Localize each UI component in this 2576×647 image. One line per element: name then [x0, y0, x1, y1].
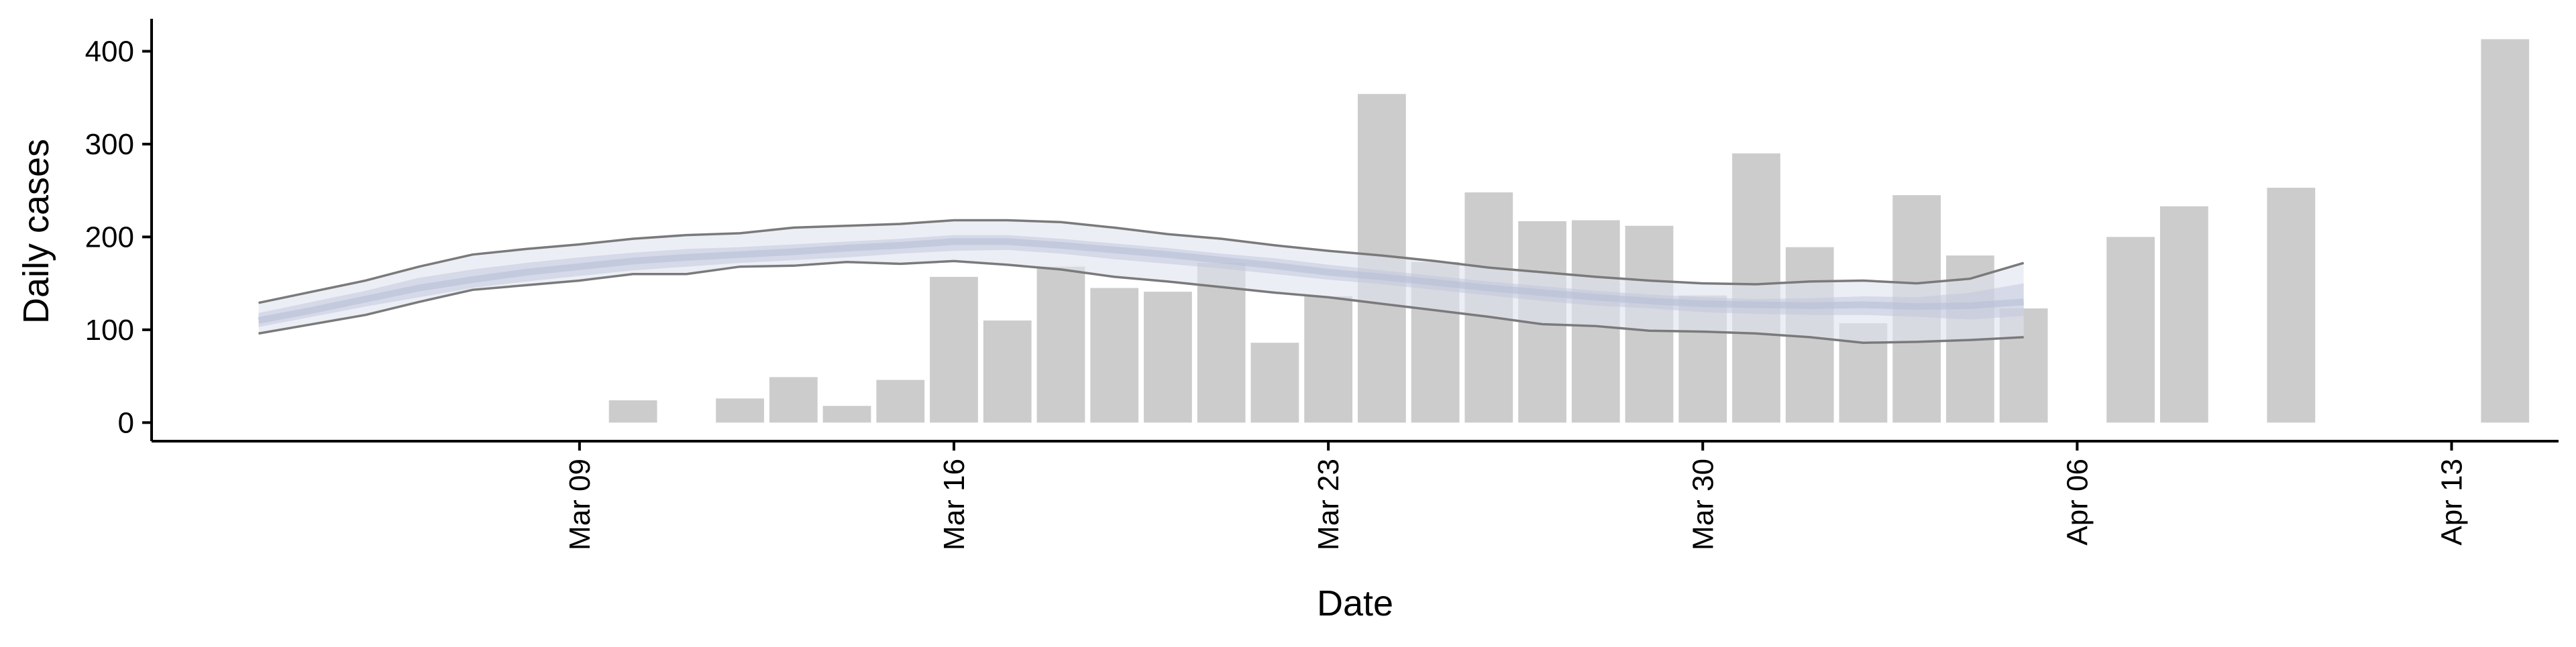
- bar-2020-03-15: [876, 379, 925, 423]
- bar-2020-04-08: [2159, 206, 2208, 423]
- estimate-bands-layer: [258, 220, 2025, 343]
- bar-2020-04-07: [2106, 237, 2155, 423]
- x-tick-label-2020-03-30: Mar 30: [1686, 459, 1719, 550]
- bar-2020-03-22: [1250, 343, 1299, 423]
- x-tick-label-2020-04-06: Apr 06: [2061, 459, 2094, 546]
- bar-2020-03-23: [1304, 296, 1353, 423]
- y-tick-label-300: 300: [85, 128, 134, 161]
- interval-lines-layer: [258, 219, 2025, 344]
- bar-2020-03-18: [1036, 266, 1085, 423]
- bar-2020-03-20: [1144, 292, 1192, 423]
- y-tick-label-0: 0: [118, 406, 134, 439]
- y-axis-title: Daily cases: [16, 139, 56, 324]
- bar-2020-04-10: [2267, 188, 2316, 423]
- axes-layer: 0 100 200 300 400 Mar 09 Mar 16 Mar 23 Mar 30 Apr…: [85, 19, 2559, 550]
- bar-2020-03-13: [769, 377, 818, 423]
- bar-2020-04-14: [2481, 39, 2530, 423]
- x-tick-label-2020-03-16: Mar 16: [938, 459, 971, 550]
- bar-2020-03-17: [983, 320, 1032, 423]
- bar-2020-03-16: [930, 276, 978, 423]
- x-tick-label-2020-04-13: Apr 13: [2436, 459, 2469, 546]
- lower-interval-line: [258, 259, 2024, 344]
- bar-2020-03-12: [716, 398, 764, 423]
- bar-2020-03-19: [1090, 288, 1139, 423]
- y-tick-label-200: 200: [85, 221, 134, 253]
- y-tick-label-400: 400: [85, 35, 134, 68]
- bar-2020-03-14: [822, 406, 871, 423]
- y-tick-label-100: 100: [85, 314, 134, 347]
- bar-2020-03-10: [608, 400, 657, 423]
- x-tick-label-2020-03-23: Mar 23: [1312, 459, 1345, 550]
- x-tick-label-2020-03-09: Mar 09: [564, 459, 596, 550]
- median-estimate-line: [258, 238, 2025, 324]
- upper-interval-line: [258, 219, 2025, 304]
- x-axis-title: Date: [1317, 583, 1393, 624]
